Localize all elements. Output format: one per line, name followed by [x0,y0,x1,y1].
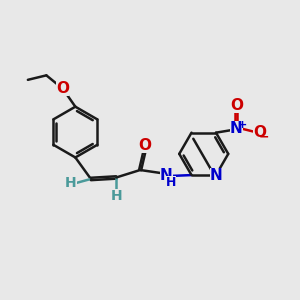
Text: O: O [230,98,243,113]
Text: −: − [259,130,270,143]
Text: N: N [210,168,222,183]
Text: O: O [138,138,151,153]
Text: +: + [238,120,248,130]
Text: H: H [65,176,77,190]
Text: O: O [253,125,266,140]
Text: N: N [160,168,172,183]
Text: N: N [230,121,243,136]
Text: H: H [166,176,176,189]
Text: O: O [56,81,69,96]
Text: H: H [110,189,122,203]
